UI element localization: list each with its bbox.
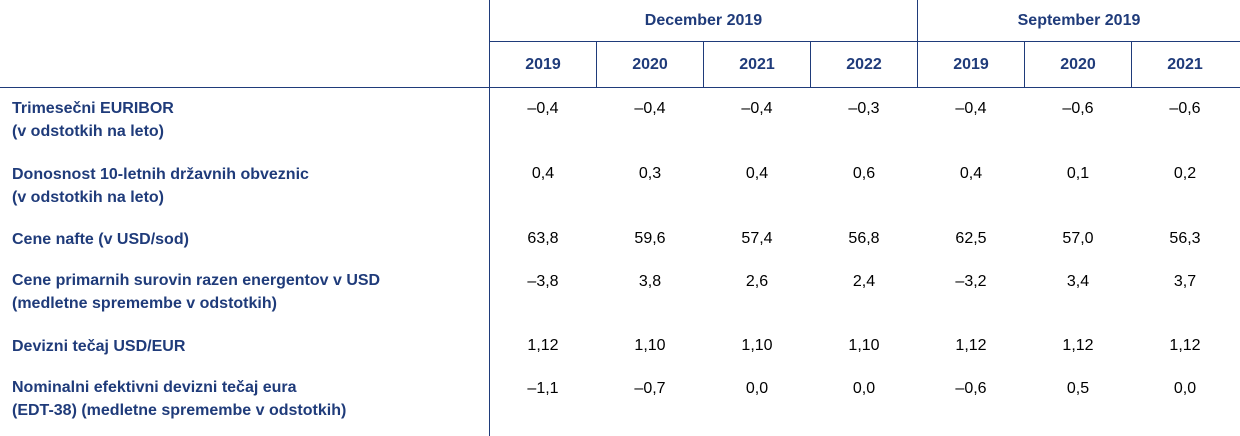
table-cell: 57,0 (1062, 230, 1094, 247)
divider (1131, 42, 1132, 87)
table-cell: 1,12 (527, 337, 559, 354)
table-cell: 1,12 (1062, 337, 1094, 354)
table-cell: 0,3 (638, 165, 662, 182)
table-cell: 0,0 (1173, 380, 1197, 397)
row-label-oil-prices: Cene nafte (v USD/sod) (12, 228, 482, 251)
group-header-december-2019: December 2019 (644, 12, 763, 29)
row-label-line: Devizni tečaj USD/EUR (12, 338, 186, 355)
table-cell: 59,6 (634, 230, 666, 247)
table-cell: 1,10 (741, 337, 773, 354)
table-cell: –0,4 (527, 100, 559, 117)
divider (1024, 42, 1025, 87)
table-cell: –1,1 (527, 380, 559, 397)
table-cell: –0,4 (634, 100, 666, 117)
row-label-euribor: Trimesečni EURIBOR (v odstotkih na leto) (12, 97, 482, 143)
divider (0, 87, 1240, 88)
table-cell: –0,6 (1169, 100, 1201, 117)
row-label-line: Nominalni efektivni devizni tečaj eura (12, 379, 297, 396)
table-cell: 0,6 (852, 165, 876, 182)
row-label-line: Donosnost 10-letnih državnih obveznic (12, 166, 309, 183)
table-cell: 1,12 (1169, 337, 1201, 354)
table-cell: 56,3 (1169, 230, 1201, 247)
divider (489, 41, 1240, 42)
table-cell: 0,4 (959, 165, 983, 182)
table-cell: 57,4 (741, 230, 773, 247)
table-cell: –0,6 (1062, 100, 1094, 117)
divider (917, 0, 918, 87)
table-cell: –0,4 (955, 100, 987, 117)
table-cell: 63,8 (527, 230, 559, 247)
year-header: 2020 (632, 56, 668, 73)
table-cell: 2,6 (745, 273, 769, 290)
table-cell: –0,4 (741, 100, 773, 117)
year-header: 2021 (1167, 56, 1203, 73)
row-label-line: Cene nafte (v USD/sod) (12, 231, 189, 248)
table-cell: 56,8 (848, 230, 880, 247)
table-cell: 62,5 (955, 230, 987, 247)
table-cell: 0,1 (1066, 165, 1090, 182)
table-cell: 0,2 (1173, 165, 1197, 182)
row-label-line: Trimesečni EURIBOR (12, 100, 174, 117)
row-label-line: (medletne spremembe v odstotkih) (12, 295, 277, 312)
year-header: 2022 (846, 56, 882, 73)
row-label-line: Cene primarnih surovin razen energentov … (12, 272, 381, 289)
row-label-usd-eur: Devizni tečaj USD/EUR (12, 335, 482, 358)
divider (703, 42, 704, 87)
year-header: 2019 (525, 56, 561, 73)
table-cell: 0,4 (745, 165, 769, 182)
year-header: 2020 (1060, 56, 1096, 73)
table-cell: –0,3 (848, 100, 880, 117)
table-cell: 2,4 (852, 273, 876, 290)
table-cell: 0,5 (1066, 380, 1090, 397)
table-cell: 0,0 (745, 380, 769, 397)
row-label-line: (v odstotkih na leto) (12, 189, 164, 206)
table-cell: –0,6 (955, 380, 987, 397)
row-label-line: (EDT-38) (medletne spremembe v odstotkih… (12, 402, 347, 419)
table-cell: 1,10 (634, 337, 666, 354)
row-label-commodity-prices: Cene primarnih surovin razen energentov … (12, 269, 482, 315)
group-header-september-2019: September 2019 (1017, 12, 1141, 29)
table-cell: 3,7 (1173, 273, 1197, 290)
table-cell: 1,10 (848, 337, 880, 354)
row-label-line: (v odstotkih na leto) (12, 123, 164, 140)
row-label-bond-yield: Donosnost 10-letnih državnih obveznic (v… (12, 163, 482, 209)
table-cell: –3,2 (955, 273, 987, 290)
year-header: 2019 (953, 56, 989, 73)
table-cell: 0,0 (852, 380, 876, 397)
table-cell: 0,4 (531, 165, 555, 182)
divider (810, 42, 811, 87)
row-label-effective-exchange-rate: Nominalni efektivni devizni tečaj eura (… (12, 376, 482, 422)
table-cell: 3,4 (1066, 273, 1090, 290)
divider (596, 42, 597, 87)
year-header: 2021 (739, 56, 775, 73)
table-cell: –3,8 (527, 273, 559, 290)
table-cell: 3,8 (638, 273, 662, 290)
divider (489, 0, 490, 436)
table-cell: 1,12 (955, 337, 987, 354)
table-cell: –0,7 (634, 380, 666, 397)
